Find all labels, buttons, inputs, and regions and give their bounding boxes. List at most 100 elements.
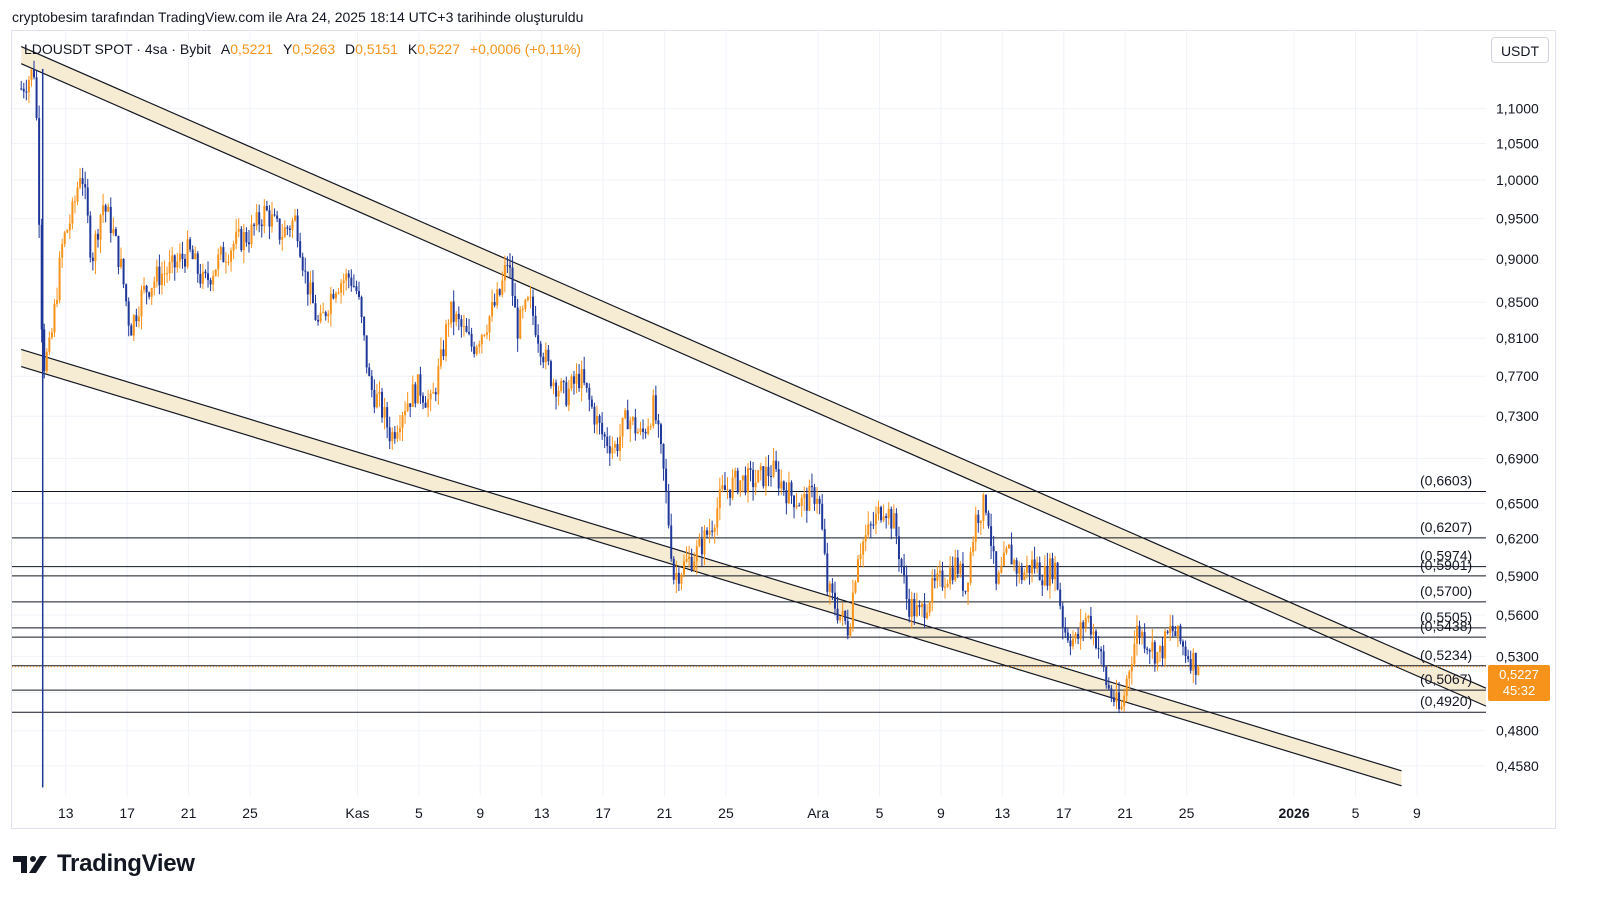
candle-down (386, 407, 389, 428)
candle-down (240, 228, 243, 251)
candle-down (798, 505, 801, 507)
symbol-title[interactable]: LDOUSDT SPOT · 4sa · Bybit (24, 41, 211, 57)
candle-down (368, 367, 371, 377)
candle-up (150, 288, 153, 297)
candle-down (409, 403, 412, 407)
candle-down (918, 605, 921, 608)
candle-up (102, 205, 105, 215)
candle-down (1118, 692, 1121, 710)
candle-down (514, 296, 517, 308)
high-label: Y (282, 41, 293, 57)
candle-up (521, 309, 524, 311)
candle-up (140, 289, 143, 317)
candle-up (652, 395, 655, 427)
candle-down (43, 329, 46, 371)
candle-up (910, 598, 913, 617)
candle-down (393, 432, 396, 439)
candle-down (1143, 631, 1146, 649)
candle-down (324, 312, 327, 317)
time-tick-label: 2026 (1278, 805, 1309, 821)
candle-down (1194, 652, 1197, 675)
candle-down (900, 559, 903, 567)
candle-up (107, 206, 110, 212)
candle-down (1184, 646, 1187, 657)
candle-up (800, 497, 803, 507)
candle-down (1069, 640, 1072, 647)
candle-down (951, 567, 954, 581)
candle-down (598, 415, 601, 423)
candle-down (659, 424, 662, 445)
candle-up (580, 369, 583, 389)
candle-up (1079, 622, 1082, 639)
candle-up (383, 407, 386, 418)
candle-up (570, 376, 573, 389)
candle-up (685, 559, 688, 562)
candle-up (575, 373, 578, 384)
candle-up (1007, 544, 1010, 549)
candle-up (851, 592, 854, 628)
candle-up (969, 552, 972, 583)
candle-up (1013, 560, 1016, 565)
candle-down (421, 395, 424, 403)
candles (20, 60, 1200, 788)
time-tick-label: 21 (1117, 805, 1133, 821)
candle-down (593, 406, 596, 425)
candle-down (775, 460, 778, 470)
candle-up (429, 393, 432, 400)
candle-up (1031, 559, 1034, 574)
candle-up (437, 366, 440, 395)
candle-up (194, 253, 197, 260)
candle-down (350, 277, 353, 286)
candle-down (805, 494, 808, 511)
candle-down (823, 529, 826, 554)
candle-down (1174, 631, 1177, 636)
candle-up (242, 231, 245, 251)
candle-up (283, 227, 286, 238)
time-tick-label: Ara (807, 805, 829, 821)
candle-down (158, 266, 161, 286)
candle-up (45, 351, 48, 371)
candle-up (944, 586, 947, 588)
candle-down (1146, 648, 1149, 651)
candle-down (729, 489, 732, 498)
candle-down (601, 422, 604, 435)
candle-down (984, 494, 987, 513)
candle-down (752, 469, 755, 488)
candle-down (1110, 688, 1113, 698)
low-value: 0,5151 (355, 41, 398, 57)
tradingview-logo[interactable]: TradingView (13, 850, 195, 878)
candle-up (808, 485, 811, 511)
candle-up (519, 309, 522, 339)
candle-up (734, 470, 737, 478)
candle-down (813, 487, 816, 504)
candle-up (938, 570, 941, 574)
candle-up (155, 266, 158, 282)
candle-down (204, 271, 207, 274)
candle-down (1153, 642, 1156, 664)
candle-up (447, 323, 450, 325)
candle-up (877, 507, 880, 514)
candle-up (1120, 706, 1123, 710)
candle-up (58, 257, 61, 301)
candle-down (130, 325, 133, 336)
candle-up (928, 602, 931, 613)
candle-down (810, 485, 813, 488)
candle-down (562, 381, 565, 383)
candle-up (915, 605, 918, 617)
level-label: (0,4920) (1420, 693, 1472, 709)
candle-down (286, 227, 289, 229)
candle-down (493, 302, 496, 306)
candle-down (905, 575, 908, 600)
candle-down (1166, 631, 1169, 633)
candle-down (1179, 625, 1182, 642)
symbol-legend: LDOUSDT SPOT · 4sa · Bybit A0,5221 Y0,52… (24, 41, 581, 57)
candle-down (590, 399, 593, 407)
candle-up (63, 232, 66, 245)
price-tick-label: 0,8100 (1496, 330, 1539, 346)
candle-down (296, 215, 299, 242)
candle-up (613, 444, 616, 448)
candle-up (695, 546, 698, 562)
candle-down (304, 270, 307, 272)
currency-button[interactable]: USDT (1491, 37, 1549, 63)
